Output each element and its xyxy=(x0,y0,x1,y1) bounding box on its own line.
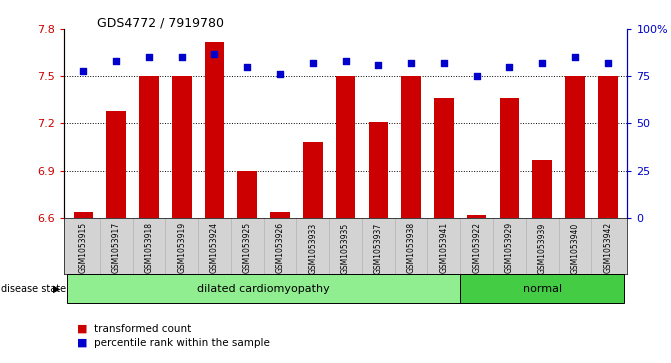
Bar xyxy=(336,76,356,363)
Bar xyxy=(434,98,454,363)
Bar xyxy=(238,171,257,363)
Text: GSM1053938: GSM1053938 xyxy=(407,222,415,273)
Text: ■: ■ xyxy=(77,323,88,334)
Bar xyxy=(368,122,388,363)
Text: ▶: ▶ xyxy=(53,284,60,294)
Bar xyxy=(74,212,93,363)
Point xyxy=(537,60,548,66)
Point xyxy=(176,54,187,60)
Bar xyxy=(460,274,624,303)
Text: GSM1053937: GSM1053937 xyxy=(374,222,383,274)
Point xyxy=(471,73,482,79)
Point xyxy=(111,58,121,64)
Point xyxy=(274,72,285,77)
Bar xyxy=(467,215,486,363)
Text: GSM1053939: GSM1053939 xyxy=(537,222,547,274)
Point xyxy=(504,64,515,70)
Text: GSM1053940: GSM1053940 xyxy=(570,222,580,274)
Point xyxy=(307,60,318,66)
Point xyxy=(242,64,252,70)
Text: GSM1053929: GSM1053929 xyxy=(505,222,514,273)
Point xyxy=(78,68,89,73)
Text: GSM1053919: GSM1053919 xyxy=(177,222,187,273)
Point xyxy=(373,62,384,68)
Text: GSM1053915: GSM1053915 xyxy=(79,222,88,273)
Text: transformed count: transformed count xyxy=(94,323,191,334)
Point xyxy=(209,51,220,57)
Bar xyxy=(303,142,323,363)
Text: GSM1053926: GSM1053926 xyxy=(276,222,285,273)
Bar xyxy=(598,76,617,363)
Text: GSM1053941: GSM1053941 xyxy=(440,222,448,273)
Point xyxy=(406,60,417,66)
Text: GSM1053924: GSM1053924 xyxy=(210,222,219,273)
Bar xyxy=(500,98,519,363)
Text: GSM1053917: GSM1053917 xyxy=(111,222,121,273)
Bar xyxy=(401,76,421,363)
Point xyxy=(340,58,351,64)
Bar xyxy=(106,111,126,363)
Point xyxy=(603,60,613,66)
Text: GSM1053942: GSM1053942 xyxy=(603,222,612,273)
Point xyxy=(439,60,450,66)
Bar xyxy=(172,76,191,363)
Text: dilated cardiomyopathy: dilated cardiomyopathy xyxy=(197,284,330,294)
Text: normal: normal xyxy=(523,284,562,294)
Text: GSM1053918: GSM1053918 xyxy=(144,222,154,273)
Bar xyxy=(565,76,585,363)
Bar xyxy=(205,42,224,363)
Text: GSM1053935: GSM1053935 xyxy=(341,222,350,274)
Text: ■: ■ xyxy=(77,338,88,348)
Text: GSM1053922: GSM1053922 xyxy=(472,222,481,273)
Text: GDS4772 / 7919780: GDS4772 / 7919780 xyxy=(97,16,224,29)
Bar xyxy=(139,76,159,363)
Text: disease state: disease state xyxy=(1,284,66,294)
Bar xyxy=(270,212,290,363)
Bar xyxy=(532,160,552,363)
Text: percentile rank within the sample: percentile rank within the sample xyxy=(94,338,270,348)
Point xyxy=(144,54,154,60)
Point xyxy=(570,54,580,60)
Bar xyxy=(67,274,460,303)
Text: GSM1053925: GSM1053925 xyxy=(243,222,252,273)
Text: GSM1053933: GSM1053933 xyxy=(308,222,317,274)
